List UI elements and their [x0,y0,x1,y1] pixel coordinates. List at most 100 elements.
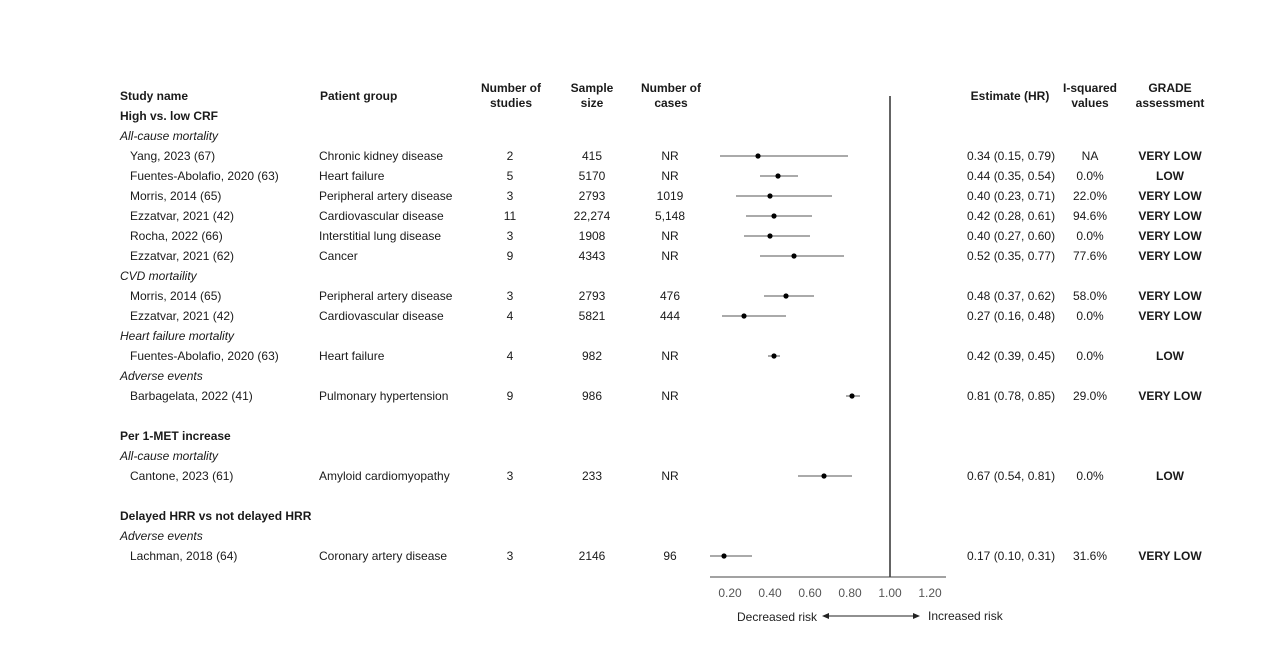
i-squared-value: 0.0% [1076,349,1104,363]
grade-value: LOW [1156,169,1184,183]
number-of-cases: 96 [663,549,677,563]
x-tick-label: 1.00 [878,586,902,600]
increased-risk-label: Increased risk [928,609,1003,623]
outcome-subheading: All-cause mortality [120,449,219,463]
patient-group: Chronic kidney disease [319,149,444,163]
grade-value: VERY LOW [1138,309,1202,323]
number-of-cases: NR [661,389,679,403]
section-heading: High vs. low CRF [120,109,219,123]
patient-group: Peripheral artery disease [319,189,453,203]
sample-size: 2793 [578,289,606,303]
patient-group: Pulmonary hypertension [319,389,449,403]
section-heading: Per 1-MET increase [120,429,231,443]
number-of-studies: 2 [506,149,514,163]
grade-value: VERY LOW [1138,289,1202,303]
estimate-hr: 0.42 (0.39, 0.45) [967,349,1056,363]
number-of-cases: 444 [659,309,681,323]
grade-value: VERY LOW [1138,229,1202,243]
i-squared-value: NA [1081,149,1099,163]
header-i-squared: I-squared values [1062,81,1117,110]
number-of-cases: NR [661,149,679,163]
number-of-cases: 1019 [656,189,684,203]
i-squared-value: 58.0% [1072,289,1108,303]
x-tick-label: 0.80 [838,586,862,600]
grade-value: VERY LOW [1138,249,1202,263]
point-estimate [791,253,797,259]
x-tick-label: 1.20 [918,586,942,600]
i-squared-value: 0.0% [1076,309,1104,323]
point-estimate [741,313,747,319]
i-squared-value: 31.6% [1072,549,1108,563]
sample-size: 2793 [578,189,606,203]
header-estimate: Estimate (HR) [970,89,1050,103]
study-name: Rocha, 2022 (66) [130,229,223,243]
header-patient-group: Patient group [320,89,398,103]
sample-size: 2146 [578,549,606,563]
outcome-subheading: Adverse events [120,529,203,543]
i-squared-value: 0.0% [1076,169,1104,183]
risk-arrow-right-head [913,613,920,619]
grade-value: LOW [1156,469,1184,483]
estimate-hr: 0.44 (0.35, 0.54) [967,169,1056,183]
patient-group: Interstitial lung disease [319,229,442,243]
number-of-cases: NR [661,249,679,263]
study-name: Ezzatvar, 2021 (42) [130,309,235,323]
outcome-subheading: Adverse events [120,369,203,383]
point-estimate [767,233,773,239]
x-tick-label: 0.60 [798,586,822,600]
point-estimate [771,353,777,359]
i-squared-value: 77.6% [1072,249,1108,263]
number-of-studies: 3 [506,469,514,483]
study-name: Barbagelata, 2022 (41) [130,389,253,403]
outcome-subheading: Heart failure mortality [120,329,235,343]
estimate-hr: 0.48 (0.37, 0.62) [967,289,1056,303]
sample-size: 22,274 [573,209,611,223]
study-name: Ezzatvar, 2021 (42) [130,209,235,223]
number-of-cases: NR [661,469,679,483]
point-estimate [721,553,727,559]
study-name: Ezzatvar, 2021 (62) [130,249,235,263]
i-squared-value: 0.0% [1076,469,1104,483]
study-name: Fuentes-Abolafio, 2020 (63) [130,169,279,183]
point-estimate [783,293,789,299]
number-of-cases: NR [661,169,679,183]
grade-value: LOW [1156,349,1184,363]
point-estimate [767,193,773,199]
risk-arrow-left-head [822,613,829,619]
sample-size: 233 [581,469,603,483]
patient-group: Cancer [319,249,358,263]
study-name: Cantone, 2023 (61) [130,469,234,483]
estimate-hr: 0.34 (0.15, 0.79) [967,149,1056,163]
header-sample-size: Sample size [570,81,614,110]
number-of-cases: NR [661,349,679,363]
header-number-of-cases: Number of cases [641,81,701,110]
number-of-studies: 3 [506,229,514,243]
estimate-hr: 0.40 (0.27, 0.60) [967,229,1056,243]
estimate-hr: 0.81 (0.78, 0.85) [967,389,1056,403]
sample-size: 4343 [578,249,606,263]
patient-group: Cardiovascular disease [319,309,444,323]
estimate-hr: 0.67 (0.54, 0.81) [967,469,1056,483]
decreased-risk-label: Decreased risk [737,610,818,624]
number-of-studies: 3 [506,289,514,303]
point-estimate [849,393,855,399]
sample-size: 415 [581,149,603,163]
i-squared-value: 29.0% [1072,389,1108,403]
section-heading: Delayed HRR vs not delayed HRR [120,509,312,523]
sample-size: 5821 [578,309,606,323]
sample-size: 986 [581,389,603,403]
patient-group: Amyloid cardiomyopathy [319,469,450,483]
number-of-studies: 4 [506,349,514,363]
sample-size: 5170 [578,169,606,183]
header-grade: GRADE assessment [1135,81,1205,110]
x-tick-label: 0.20 [718,586,742,600]
study-name: Lachman, 2018 (64) [130,549,238,563]
number-of-studies: 3 [506,549,514,563]
estimate-hr: 0.42 (0.28, 0.61) [967,209,1056,223]
header-number-of-studies: Number of studies [481,81,541,110]
number-of-studies: 9 [506,389,514,403]
i-squared-value: 94.6% [1072,209,1108,223]
number-of-studies: 5 [506,169,514,183]
number-of-cases: 476 [659,289,681,303]
